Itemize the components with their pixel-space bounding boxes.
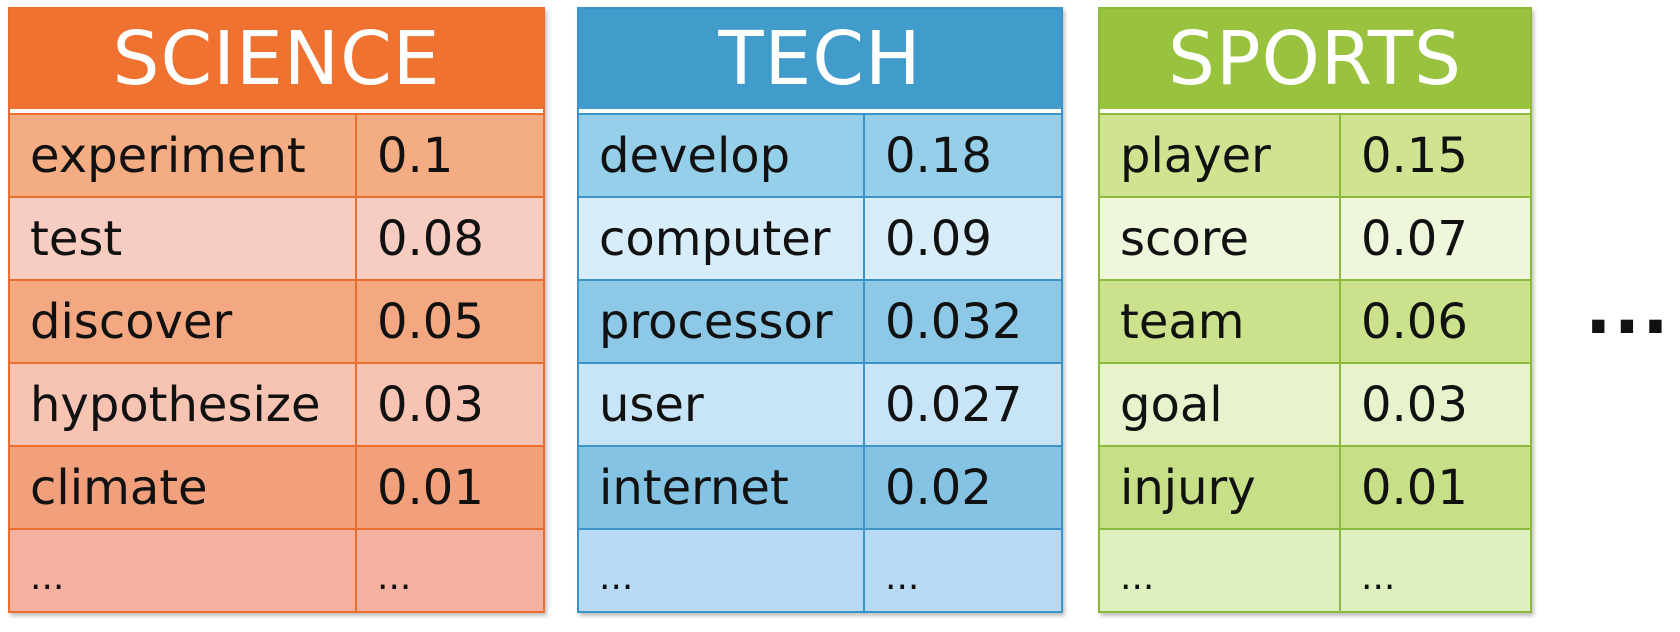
topic-title: SCIENCE (10, 9, 543, 113)
word-cell: ... (10, 530, 357, 611)
topic-title: TECH (579, 9, 1061, 113)
table-row: player 0.15 (1100, 113, 1530, 196)
probability-cell: 0.09 (885, 210, 992, 267)
probability-cell: 0.02 (885, 459, 992, 516)
table-row: ... ... (1100, 528, 1530, 611)
word-cell: computer (579, 198, 865, 279)
word-cell: ... (579, 530, 865, 611)
table-row: hypothesize 0.03 (10, 362, 543, 445)
word-cell: processor (579, 281, 865, 362)
table-row: develop 0.18 (579, 113, 1061, 196)
table-row: processor 0.032 (579, 279, 1061, 362)
more-topics-ellipsis: ... (1585, 268, 1671, 350)
probability-cell: 0.06 (1361, 293, 1468, 350)
probability-cell: 0.15 (1361, 127, 1468, 184)
probability-cell: 0.01 (1361, 459, 1468, 516)
word-cell: discover (10, 281, 357, 362)
word-cell: experiment (10, 115, 357, 196)
probability-cell: ... (885, 557, 920, 598)
table-row: experiment 0.1 (10, 113, 543, 196)
table-row: discover 0.05 (10, 279, 543, 362)
word-cell: player (1100, 115, 1341, 196)
word-cell: goal (1100, 364, 1341, 445)
probability-cell: 0.01 (377, 459, 484, 516)
word-cell: user (579, 364, 865, 445)
topic-title: SPORTS (1100, 9, 1530, 113)
table-row: goal 0.03 (1100, 362, 1530, 445)
table-row: ... ... (10, 528, 543, 611)
probability-cell: 0.027 (885, 376, 1023, 433)
table-row: test 0.08 (10, 196, 543, 279)
topic-table-tech: TECH develop 0.18 computer 0.09 processo… (577, 7, 1063, 613)
probability-cell: 0.032 (885, 293, 1023, 350)
word-cell: ... (1100, 530, 1341, 611)
probability-cell: 0.1 (377, 127, 454, 184)
probability-cell: ... (377, 557, 412, 598)
probability-cell: ... (1361, 557, 1396, 598)
probability-cell: 0.05 (377, 293, 484, 350)
table-row: injury 0.01 (1100, 445, 1530, 528)
word-cell: develop (579, 115, 865, 196)
topic-table-sports: SPORTS player 0.15 score 0.07 team 0.06 … (1098, 7, 1532, 613)
probability-cell: 0.03 (377, 376, 484, 433)
word-cell: hypothesize (10, 364, 357, 445)
probability-cell: 0.18 (885, 127, 992, 184)
topic-table-science: SCIENCE experiment 0.1 test 0.08 discove… (8, 7, 545, 613)
word-cell: injury (1100, 447, 1341, 528)
word-cell: climate (10, 447, 357, 528)
table-row: climate 0.01 (10, 445, 543, 528)
table-row: ... ... (579, 528, 1061, 611)
word-cell: internet (579, 447, 865, 528)
probability-cell: 0.07 (1361, 210, 1468, 267)
word-cell: score (1100, 198, 1341, 279)
table-row: computer 0.09 (579, 196, 1061, 279)
probability-cell: 0.08 (377, 210, 484, 267)
table-row: team 0.06 (1100, 279, 1530, 362)
table-row: score 0.07 (1100, 196, 1530, 279)
word-cell: test (10, 198, 357, 279)
word-cell: team (1100, 281, 1341, 362)
probability-cell: 0.03 (1361, 376, 1468, 433)
table-row: internet 0.02 (579, 445, 1061, 528)
table-row: user 0.027 (579, 362, 1061, 445)
